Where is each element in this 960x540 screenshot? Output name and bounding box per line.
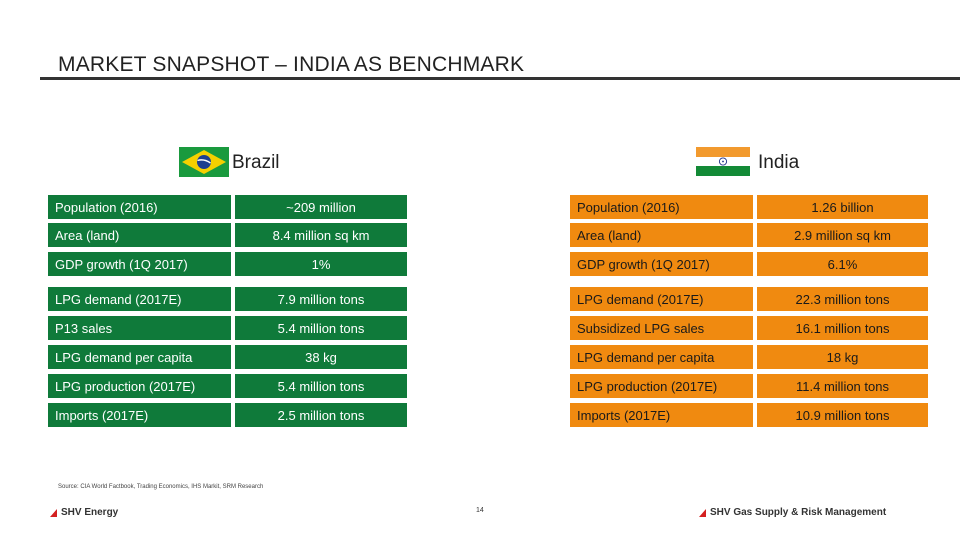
row-label: LPG demand (2017E) bbox=[48, 287, 231, 311]
row-value: 10.9 million tons bbox=[757, 403, 928, 427]
india-flag-icon bbox=[696, 147, 750, 176]
row-label: LPG production (2017E) bbox=[570, 374, 753, 398]
row-label: GDP growth (1Q 2017) bbox=[48, 252, 231, 276]
brazil-flag-icon bbox=[179, 147, 229, 177]
india-table-row: Subsidized LPG sales 16.1 million tons bbox=[570, 316, 928, 340]
footer-left-text: SHV Energy bbox=[61, 507, 119, 518]
row-label: LPG demand (2017E) bbox=[570, 287, 753, 311]
brazil-table-row: LPG demand per capita 38 kg bbox=[48, 345, 407, 369]
india-table-row: Imports (2017E) 10.9 million tons bbox=[570, 403, 928, 427]
row-value: 5.4 million tons bbox=[235, 374, 407, 398]
brazil-table-row: Imports (2017E) 2.5 million tons bbox=[48, 403, 407, 427]
footer-right-logo: SHV Gas Supply & Risk Management bbox=[699, 507, 886, 518]
row-value: 1.26 billion bbox=[757, 195, 928, 219]
row-label: Subsidized LPG sales bbox=[570, 316, 753, 340]
page-number: 14 bbox=[476, 507, 484, 514]
row-label: Area (land) bbox=[48, 223, 231, 247]
row-value: 2.5 million tons bbox=[235, 403, 407, 427]
brazil-heading: Brazil bbox=[232, 152, 280, 173]
row-label: Area (land) bbox=[570, 223, 753, 247]
brazil-table-row: LPG demand (2017E) 7.9 million tons bbox=[48, 287, 407, 311]
row-value: 5.4 million tons bbox=[235, 316, 407, 340]
row-label: LPG production (2017E) bbox=[48, 374, 231, 398]
india-table-row: Population (2016) 1.26 billion bbox=[570, 195, 928, 219]
row-value: 38 kg bbox=[235, 345, 407, 369]
row-value: 6.1% bbox=[757, 252, 928, 276]
source-note: Source: CIA World Factbook, Trading Econ… bbox=[58, 484, 264, 490]
row-label: LPG demand per capita bbox=[570, 345, 753, 369]
india-table-row: LPG demand (2017E) 22.3 million tons bbox=[570, 287, 928, 311]
footer-left-logo: SHV Energy bbox=[50, 507, 118, 518]
brazil-table-row: P13 sales 5.4 million tons bbox=[48, 316, 407, 340]
row-value: 1% bbox=[235, 252, 407, 276]
india-table-row: LPG production (2017E) 11.4 million tons bbox=[570, 374, 928, 398]
row-value: ~209 million bbox=[235, 195, 407, 219]
india-heading: India bbox=[758, 152, 800, 173]
india-table-row: LPG demand per capita 18 kg bbox=[570, 345, 928, 369]
brazil-table-row: GDP growth (1Q 2017) 1% bbox=[48, 252, 407, 276]
row-label: Population (2016) bbox=[48, 195, 231, 219]
row-value: 22.3 million tons bbox=[757, 287, 928, 311]
footer-right-text: SHV Gas Supply & Risk Management bbox=[710, 507, 887, 518]
row-value: 8.4 million sq km bbox=[235, 223, 407, 247]
brazil-table-row: Area (land) 8.4 million sq km bbox=[48, 223, 407, 247]
india-table-row: Area (land) 2.9 million sq km bbox=[570, 223, 928, 247]
row-label: Imports (2017E) bbox=[48, 403, 231, 427]
title-divider bbox=[40, 77, 960, 80]
page-title: MARKET SNAPSHOT – INDIA AS BENCHMARK bbox=[58, 53, 525, 76]
row-label: Population (2016) bbox=[570, 195, 753, 219]
row-label: P13 sales bbox=[48, 316, 231, 340]
brazil-table-row: LPG production (2017E) 5.4 million tons bbox=[48, 374, 407, 398]
row-label: Imports (2017E) bbox=[570, 403, 753, 427]
row-value: 7.9 million tons bbox=[235, 287, 407, 311]
row-value: 16.1 million tons bbox=[757, 316, 928, 340]
shv-logo-icon bbox=[50, 508, 57, 517]
row-value: 11.4 million tons bbox=[757, 374, 928, 398]
row-label: GDP growth (1Q 2017) bbox=[570, 252, 753, 276]
shv-logo-icon bbox=[699, 508, 706, 517]
india-table-row: GDP growth (1Q 2017) 6.1% bbox=[570, 252, 928, 276]
row-value: 18 kg bbox=[757, 345, 928, 369]
brazil-table-row: Population (2016) ~209 million bbox=[48, 195, 407, 219]
row-value: 2.9 million sq km bbox=[757, 223, 928, 247]
row-label: LPG demand per capita bbox=[48, 345, 231, 369]
